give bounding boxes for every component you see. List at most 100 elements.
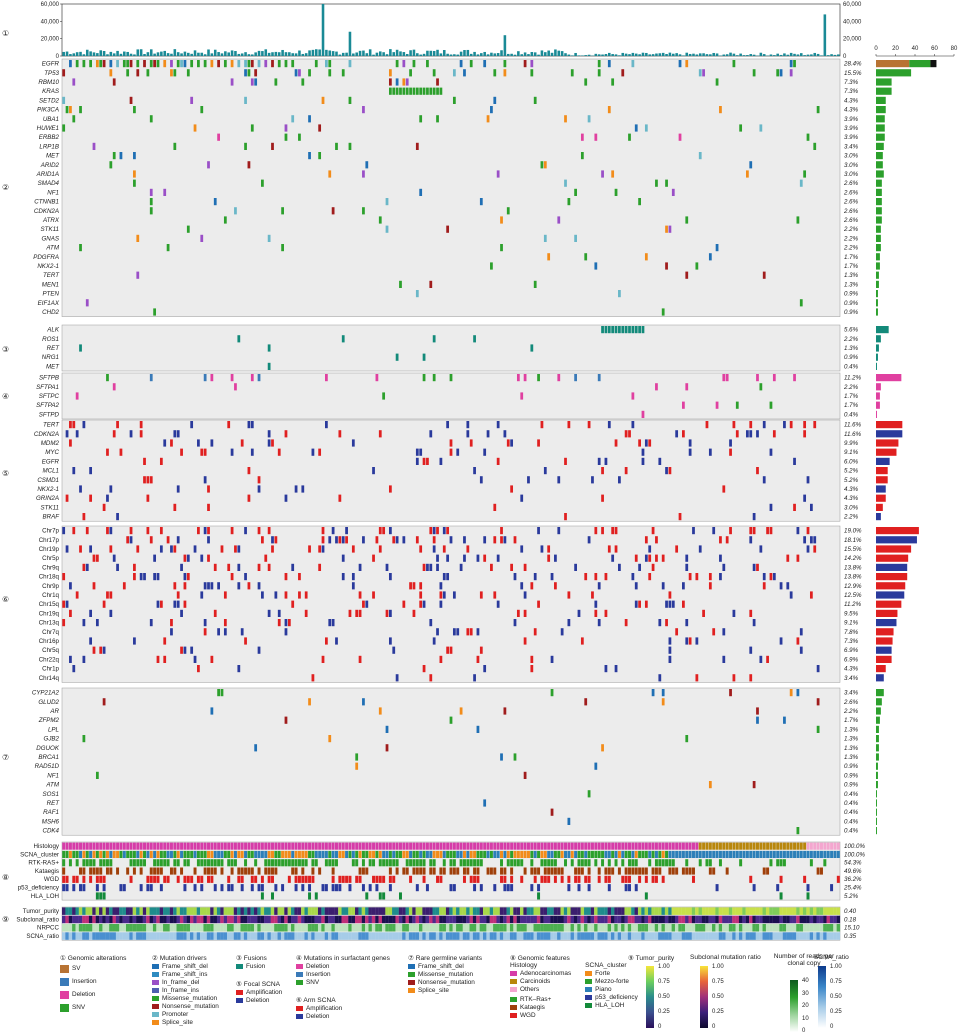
row-percent: 6.9% <box>844 656 859 663</box>
continuous-cell <box>782 924 787 932</box>
feature-cell <box>254 842 258 850</box>
continuous-cell <box>240 932 244 940</box>
row-percent: 3.0% <box>844 171 859 178</box>
burden-bar <box>173 49 177 56</box>
burden-bar <box>402 52 406 56</box>
alteration-cell <box>756 716 759 724</box>
burden-bar <box>584 55 588 56</box>
continuous-cell <box>402 924 406 932</box>
continuous-cell <box>213 924 218 932</box>
continuous-cell <box>493 924 497 932</box>
continuous-cell <box>651 907 655 915</box>
feature-cell <box>65 842 69 850</box>
continuous-cell <box>371 907 376 915</box>
feature-cell <box>254 850 258 858</box>
feature-cell <box>166 859 170 867</box>
feature-cell <box>385 842 389 850</box>
row-percent: 7.8% <box>844 629 859 636</box>
continuous-cell <box>520 915 524 924</box>
burden-bar <box>796 54 800 56</box>
alteration-cell <box>69 421 72 429</box>
burden-bar <box>362 50 365 56</box>
row-label-ret: RET <box>47 345 61 352</box>
legend-swatch <box>152 971 159 977</box>
continuous-cell <box>65 932 69 940</box>
alteration-cell <box>75 591 79 599</box>
burden-bar <box>557 50 561 56</box>
feature-cell <box>375 884 379 892</box>
feature-cell <box>604 875 608 883</box>
continuous-cell <box>324 915 329 924</box>
alteration-cell <box>284 494 288 502</box>
feature-cell <box>503 875 507 883</box>
feature-cell <box>577 884 581 892</box>
row-label-p53_deficiency: p53_deficiency <box>18 884 60 891</box>
row-label-alk: ALK <box>46 327 60 334</box>
row-percent: 1.3% <box>844 745 859 752</box>
continuous-cell <box>482 915 487 924</box>
continuous-cell <box>762 907 767 915</box>
feature-cell <box>782 859 786 867</box>
continuous-cell <box>227 907 231 915</box>
alteration-cell <box>466 421 470 429</box>
continuous-cell <box>759 915 763 924</box>
alteration-cell <box>170 439 173 447</box>
feature-cell <box>553 850 557 858</box>
feature-cell <box>95 850 99 858</box>
alteration-cell <box>560 628 564 636</box>
feature-cell <box>89 859 93 867</box>
alteration-cell <box>385 725 389 733</box>
burden-bar <box>776 53 779 56</box>
continuous-cell <box>146 932 150 940</box>
burden-bar <box>705 54 709 56</box>
alteration-cell <box>436 554 439 562</box>
continuous-cell <box>92 932 96 940</box>
alteration-cell <box>432 536 436 544</box>
burden-bar <box>692 53 695 56</box>
alteration-cell <box>641 326 645 334</box>
legend-surfactant: ④ Mutations in surfactant genes Deletion… <box>296 954 390 1020</box>
alteration-cell <box>675 545 679 553</box>
burden-bar <box>672 53 675 56</box>
alteration-cell <box>405 87 409 95</box>
alteration-cell <box>159 527 163 535</box>
continuous-cell <box>371 924 376 932</box>
feature-cell <box>436 875 440 883</box>
continuous-cell <box>604 907 608 915</box>
feature-cell <box>496 842 500 850</box>
alteration-cell <box>106 494 109 502</box>
alteration-cell <box>513 573 517 581</box>
colorbar-tick-label: 20 <box>802 1003 809 1009</box>
continuous-cell <box>614 932 618 940</box>
alteration-cell <box>533 280 537 288</box>
alteration-cell <box>106 591 109 599</box>
alteration-cell <box>543 234 547 242</box>
feature-cell <box>456 850 460 858</box>
feature-cell <box>213 850 217 858</box>
continuous-cell <box>317 915 322 924</box>
feature-cell <box>230 850 234 858</box>
continuous-cell <box>631 924 635 932</box>
alteration-cell <box>772 374 776 382</box>
row-label-ctnnb1: CTNNB1 <box>34 199 59 206</box>
feature-cell <box>65 850 69 858</box>
continuous-cell <box>186 932 191 940</box>
alteration-cell <box>749 536 753 544</box>
row-percent: 0.4% <box>844 818 859 825</box>
row-percent: 2.6% <box>843 189 859 196</box>
feature-cell <box>429 859 433 867</box>
continuous-cell <box>597 907 601 915</box>
alteration-cell <box>554 554 557 562</box>
alteration-cell <box>752 527 756 535</box>
row-percent: 0.9% <box>844 291 859 298</box>
continuous-cell <box>722 907 726 915</box>
legend-swatch <box>60 977 69 986</box>
continuous-cell <box>385 915 389 924</box>
alteration-cell <box>449 439 453 447</box>
continuous-cell <box>718 932 723 940</box>
row-percent: 12.9% <box>844 583 862 590</box>
row-label-huwe1: HUWE1 <box>37 125 59 132</box>
continuous-cell <box>233 907 238 915</box>
continuous-cell <box>119 924 123 932</box>
row-label-rad51d: RAD51D <box>35 763 60 770</box>
